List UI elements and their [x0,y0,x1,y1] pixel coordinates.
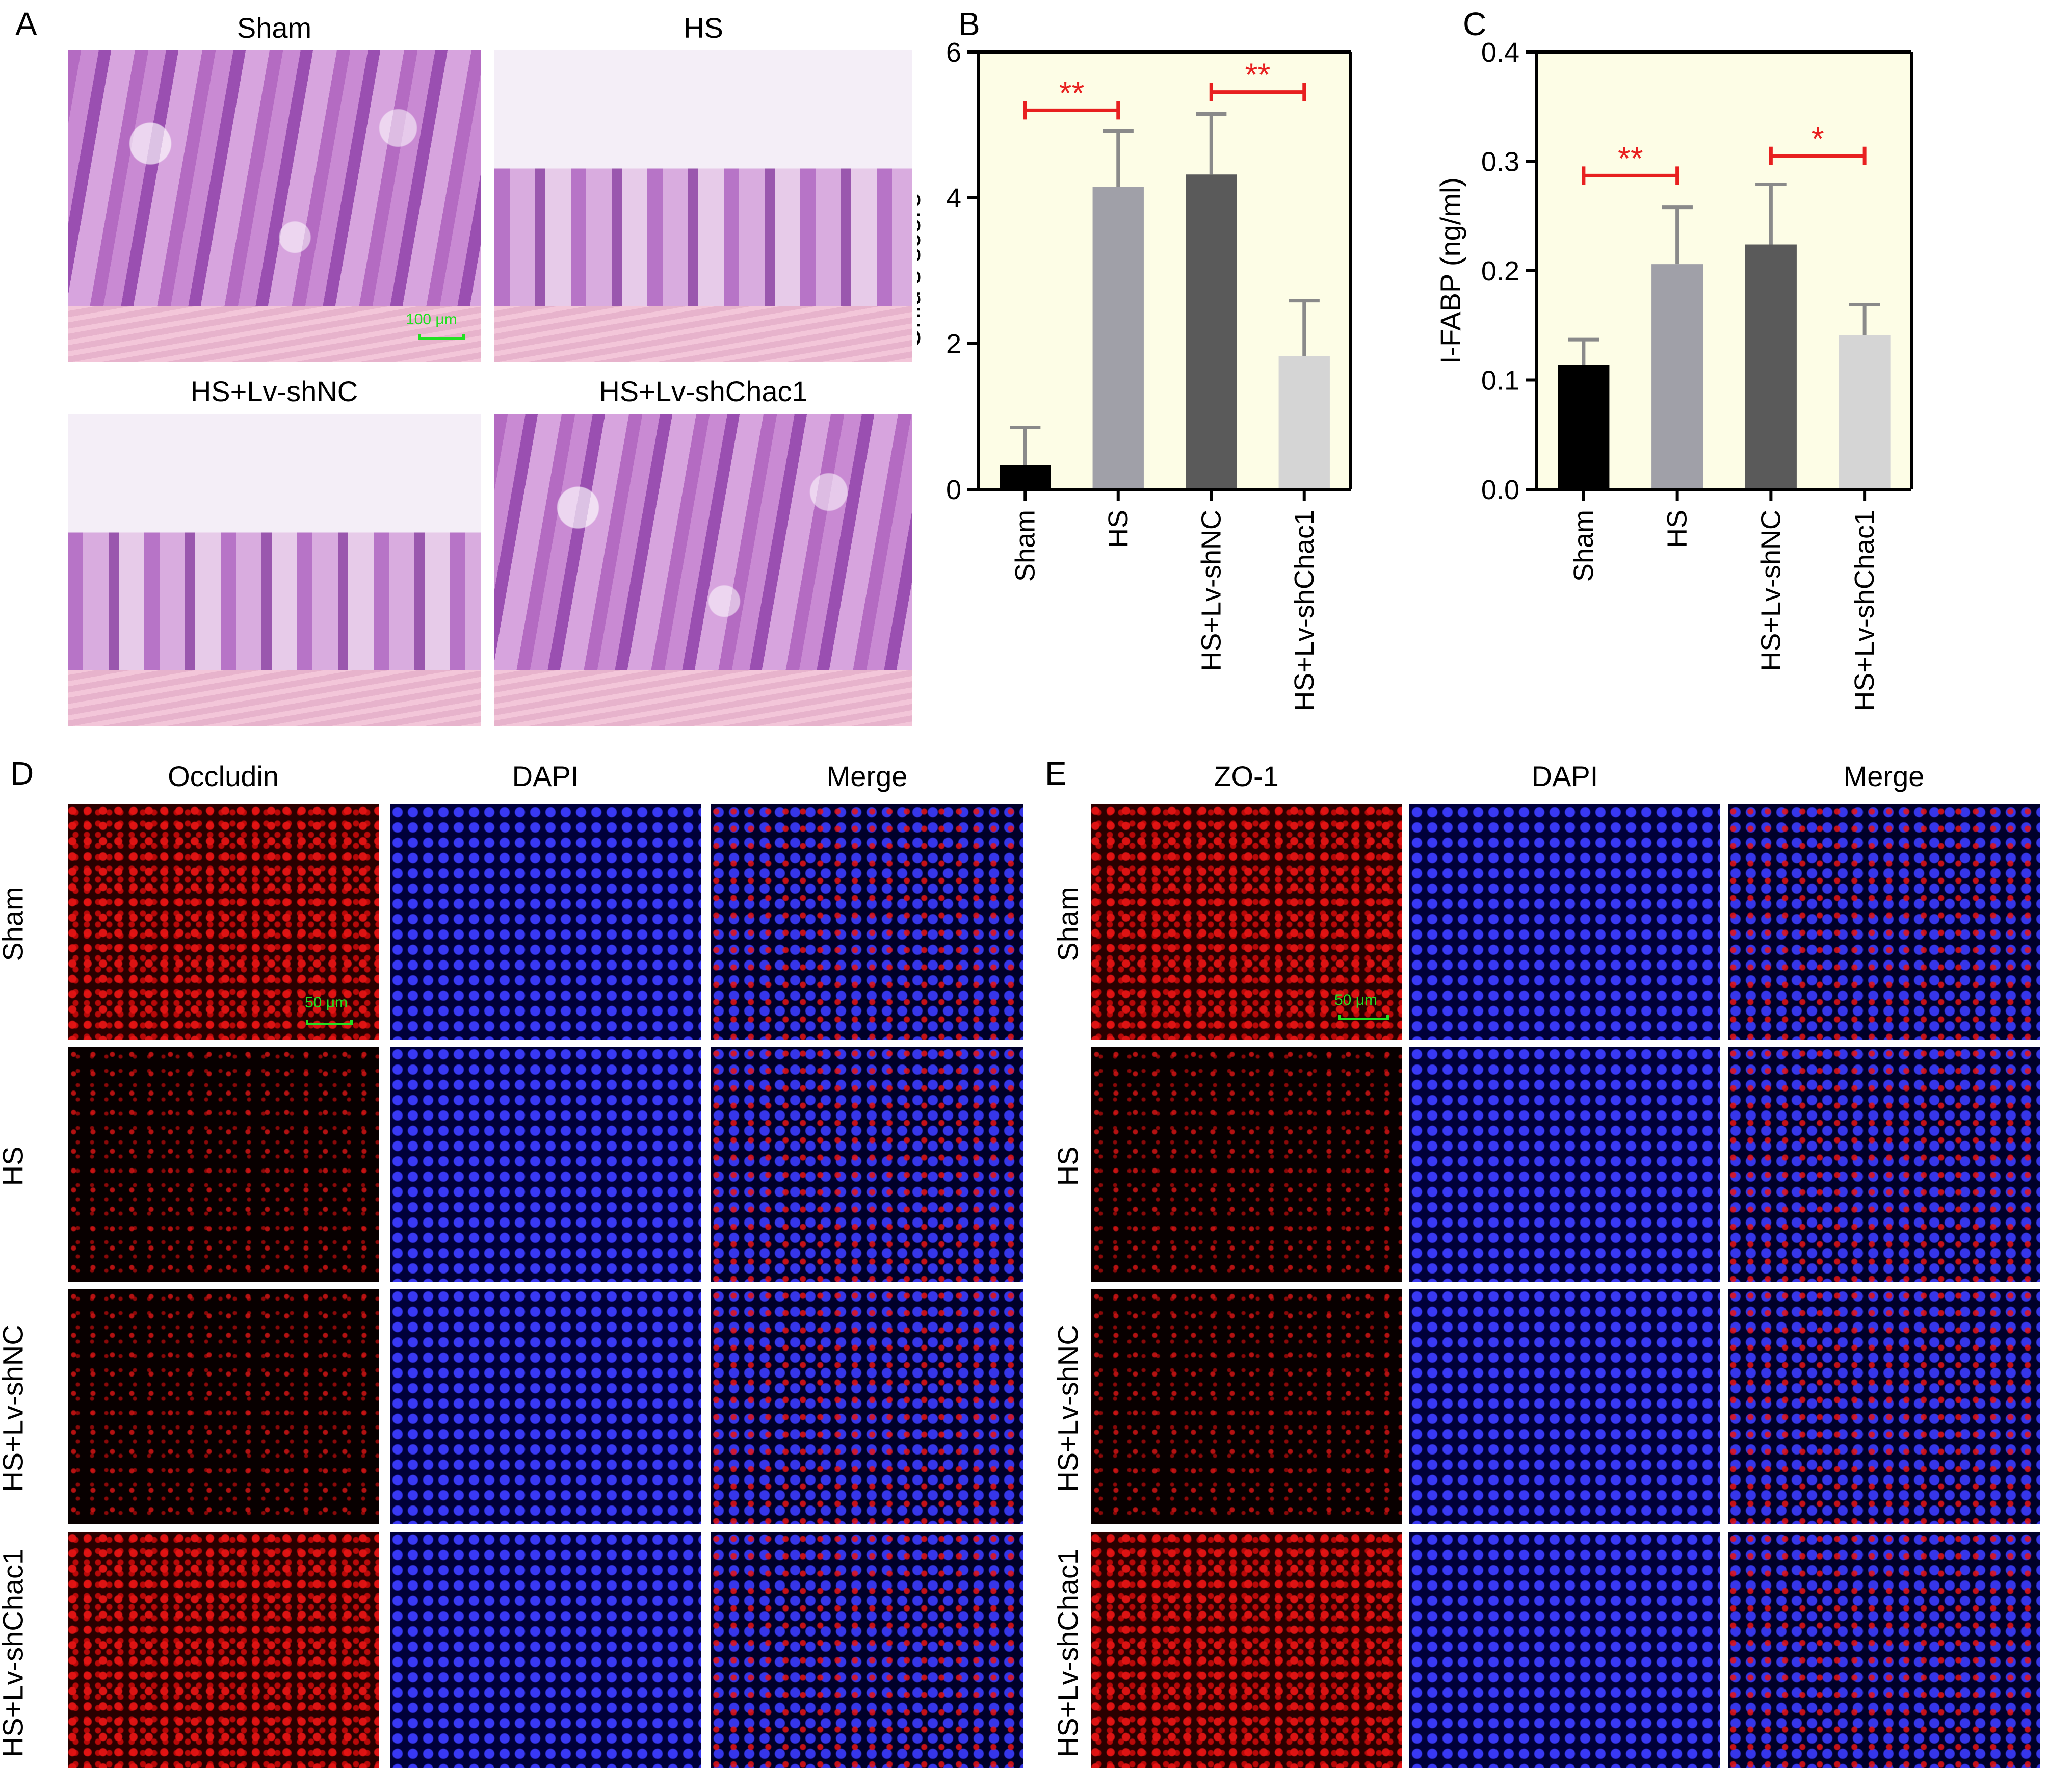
he-image-hs-lv-shchac1 [494,414,912,726]
zo1-scale-bar-label: 50 μm [1334,992,1377,1008]
zo1-col-dapi: DAPI [1531,760,1598,792]
y-tick-label: 6 [946,37,961,68]
occludin-image-hs-lv-shnc [68,1289,379,1524]
occludin-row-hs-lv-shchac1: HS+Lv-shChac1 [0,1548,29,1758]
zo1-image-sham [1091,804,1402,1040]
y-tick-label: 4 [946,183,961,214]
zo1-merge-image-sham [1728,804,2040,1040]
bar [1092,187,1144,489]
zo1-dapi-image-hs-lv-shnc [1409,1289,1720,1524]
occludin-merge-image-hs-lv-shnc [711,1289,1023,1524]
he-image-hs [494,50,912,362]
zo1-col-zo1: ZO-1 [1214,760,1279,792]
bar [1745,244,1797,489]
occludin-dapi-image-sham [390,804,701,1040]
zo1-merge-image-hs-lv-shnc [1728,1289,2040,1524]
panel-label-e: E [1045,755,1067,792]
occludin-row-sham: Sham [0,887,29,962]
y-tick-label: 0.1 [1481,366,1519,396]
zo1-row-hs: HS [1052,1146,1084,1186]
y-tick-label: 0.0 [1481,475,1519,505]
panel-label-d: D [10,755,34,792]
y-tick-label: 0.3 [1481,147,1519,177]
occludin-dapi-image-hs [390,1047,701,1282]
x-tick-label: Sham [1568,510,1599,582]
panel-label-c: C [1463,6,1487,42]
he-title-sham: Sham [237,12,312,44]
zo1-merge-image-hs [1728,1047,2040,1282]
bar [1558,365,1610,489]
panel-label-b: B [958,6,980,42]
bar [1839,335,1891,489]
zo1-image-hs [1091,1047,1402,1282]
occludin-col-merge: Merge [826,760,908,792]
y-tick-label: 0 [946,475,961,505]
x-tick-label: HS+Lv-shNC [1755,510,1786,671]
x-tick-label: HS [1662,510,1693,548]
x-tick-label: HS+Lv-shChac1 [1289,510,1320,711]
he-title-hs-lv-shnc: HS+Lv-shNC [190,375,358,407]
occludin-merge-image-hs [711,1047,1023,1282]
he-image-hs-lv-shnc [68,414,481,726]
x-tick-label: HS+Lv-shChac1 [1849,510,1880,711]
chiu-score-chart: 0 2 4 6 Sham HS HS+Lv-shNC HS+Lv-shChac1 Chiu’s … [917,37,1352,711]
bar [1278,356,1330,489]
y-axis-title: I-FABP (ng/ml) [1434,177,1466,364]
occludin-image-sham [68,804,379,1040]
he-scale-bar-label: 100 μm [406,311,457,328]
y-tick-label: 0.4 [1481,37,1519,68]
y-tick-label: 0.2 [1481,256,1519,287]
zo1-col-merge: Merge [1843,760,1925,792]
significance-label: * [1812,120,1824,157]
x-tick-label: HS [1103,510,1134,548]
zo1-image-hs-lv-shchac1 [1091,1532,1402,1768]
occludin-row-hs: HS [0,1146,29,1186]
zo1-row-hs-lv-shchac1: HS+Lv-shChac1 [1052,1548,1084,1758]
zo1-merge-image-hs-lv-shchac1 [1728,1532,2040,1768]
bar [1186,174,1237,489]
zo1-row-hs-lv-shnc: HS+Lv-shNC [1052,1324,1084,1492]
significance-label: ** [1059,74,1085,111]
occludin-image-hs [68,1047,379,1282]
occludin-image-hs-lv-shchac1 [68,1532,379,1768]
occludin-dapi-image-hs-lv-shchac1 [390,1532,701,1768]
occludin-scale-bar-label: 50 μm [305,994,348,1011]
significance-label: ** [1618,140,1643,176]
x-tick-label: HS+Lv-shNC [1196,510,1226,671]
occludin-dapi-image-hs-lv-shnc [390,1289,701,1524]
zo1-scale-bar [1338,1015,1389,1020]
occludin-col-dapi: DAPI [512,760,579,792]
bar [1000,465,1051,489]
occludin-scale-bar [306,1020,353,1025]
he-title-hs-lv-shchac1: HS+Lv-shChac1 [599,375,808,407]
x-tick-label: Sham [1010,510,1040,582]
he-title-hs: HS [684,12,723,44]
zo1-dapi-image-hs-lv-shchac1 [1409,1532,1720,1768]
occludin-row-hs-lv-shnc: HS+Lv-shNC [0,1324,29,1492]
he-image-sham [68,50,481,362]
ifabp-chart: 0.0 0.1 0.2 0.3 0.4 Sham HS HS+Lv-shNC HS+Lv-shC… [1434,37,1913,711]
zo1-dapi-image-hs [1409,1047,1720,1282]
occludin-merge-image-sham [711,804,1023,1040]
zo1-dapi-image-sham [1409,804,1720,1040]
bar [1651,264,1703,489]
occludin-col-occludin: Occludin [168,760,279,792]
significance-label: ** [1245,57,1271,93]
he-scale-bar [418,334,465,340]
y-tick-label: 2 [946,329,961,359]
occludin-merge-image-hs-lv-shchac1 [711,1532,1023,1768]
zo1-row-sham: Sham [1052,887,1084,962]
y-axis-title: Chiu’s score [917,192,926,349]
panel-label-a: A [15,6,37,42]
zo1-image-hs-lv-shnc [1091,1289,1402,1524]
